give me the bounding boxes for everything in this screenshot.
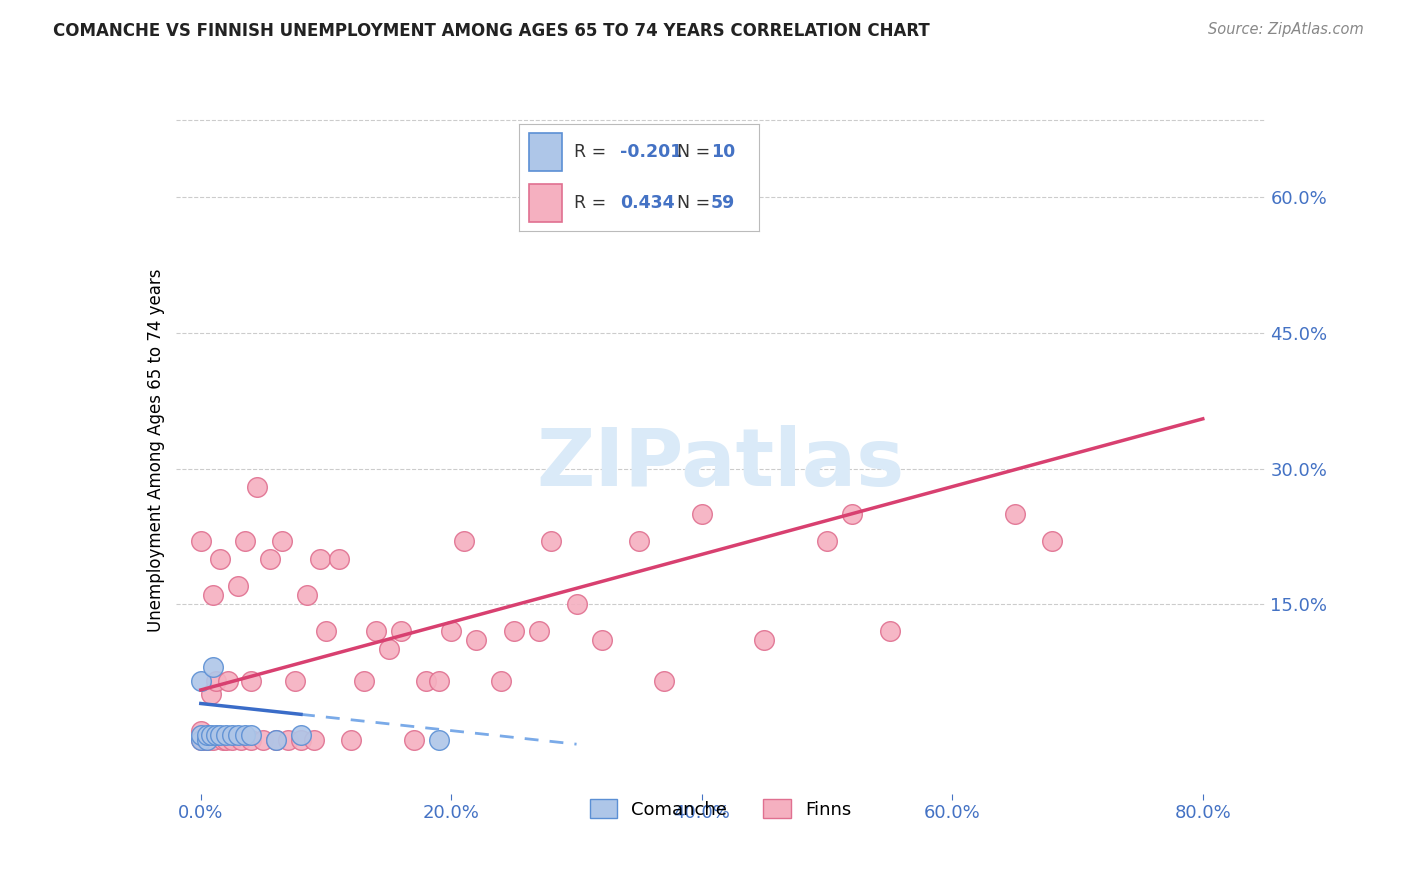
Point [190,533,212,548]
Point [197,732,219,747]
Point [540,533,562,548]
Point [205,728,228,742]
Point [377,642,399,657]
Point [591,633,613,648]
Text: 0.434: 0.434 [620,194,675,212]
Point [221,728,243,742]
Point [879,624,901,639]
Text: 59: 59 [711,194,735,212]
Point [229,732,252,747]
Point [208,552,231,566]
Point [233,533,256,548]
Text: N =: N = [678,194,716,212]
Legend: Comanche, Finns: Comanche, Finns [582,792,859,826]
Point [353,673,375,688]
Point [340,732,363,747]
Point [690,507,713,521]
Point [427,732,450,747]
Point [308,552,330,566]
Point [1042,533,1064,548]
Point [190,723,212,738]
Text: N =: N = [678,143,716,161]
Point [297,588,319,602]
Text: R =: R = [574,143,612,161]
Point [212,732,235,747]
Point [221,732,243,747]
Point [815,533,838,548]
Point [200,728,222,742]
Point [754,633,776,648]
Point [202,732,225,747]
FancyBboxPatch shape [529,184,562,222]
Point [503,624,526,639]
Point [491,673,513,688]
Text: COMANCHE VS FINNISH UNEMPLOYMENT AMONG AGES 65 TO 74 YEARS CORRELATION CHART: COMANCHE VS FINNISH UNEMPLOYMENT AMONG A… [53,22,931,40]
Point [402,732,425,747]
Point [215,732,238,747]
Y-axis label: Unemployment Among Ages 65 to 74 years: Unemployment Among Ages 65 to 74 years [146,268,165,632]
Point [228,728,250,742]
Point [190,728,212,742]
Point [190,673,212,688]
Point [195,728,218,742]
Point [264,732,287,747]
Point [200,688,222,702]
Point [239,728,262,742]
Text: R =: R = [574,194,617,212]
Text: -0.201: -0.201 [620,143,682,161]
Point [246,480,269,494]
Text: Source: ZipAtlas.com: Source: ZipAtlas.com [1208,22,1364,37]
Point [628,533,651,548]
Point [202,660,225,674]
Point [190,732,212,747]
Point [271,533,294,548]
Point [415,673,437,688]
Point [527,624,550,639]
Point [252,732,274,747]
Point [194,732,217,747]
Point [302,732,325,747]
Point [190,732,212,747]
Point [841,507,863,521]
Point [228,579,250,593]
Point [1004,507,1026,521]
Point [652,673,675,688]
Point [208,728,231,742]
Point [205,673,228,688]
Point [453,533,475,548]
Text: ZIPatlas: ZIPatlas [537,425,904,503]
Point [195,732,218,747]
Point [202,588,225,602]
Point [233,728,256,742]
FancyBboxPatch shape [529,133,562,171]
Point [239,673,262,688]
Point [284,673,307,688]
Point [264,732,287,747]
Point [389,624,412,639]
Point [290,732,312,747]
Point [217,673,239,688]
Point [239,732,262,747]
Point [366,624,388,639]
Point [565,597,588,611]
Point [259,552,281,566]
Point [328,552,350,566]
Point [427,673,450,688]
Point [315,624,337,639]
Text: 10: 10 [711,143,735,161]
Point [465,633,488,648]
Point [440,624,463,639]
Point [215,728,238,742]
Point [290,728,312,742]
Point [277,732,299,747]
Point [193,732,215,747]
